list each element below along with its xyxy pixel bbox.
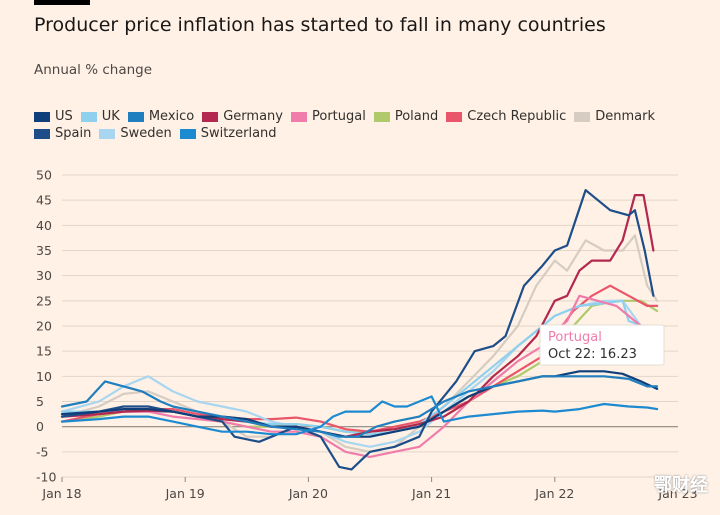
legend-swatch: [34, 128, 50, 139]
legend-swatch: [202, 111, 219, 122]
y-tick-label: -10: [36, 470, 56, 485]
y-tick-label: 15: [36, 344, 52, 359]
legend-item: Czech Republic: [446, 109, 566, 124]
y-tick-label: 30: [36, 268, 52, 283]
legend-item: UK: [80, 109, 120, 124]
x-tick-label: Jan 23: [657, 486, 697, 501]
legend-item: Mexico: [127, 109, 195, 124]
brand-bar: [34, 0, 90, 5]
legend-item: Sweden: [99, 126, 172, 141]
legend-item: Switzerland: [179, 126, 277, 141]
legend-label: Czech Republic: [467, 109, 567, 124]
y-tick-label: 45: [36, 193, 52, 208]
x-tick-label: Jan 20: [288, 486, 328, 501]
y-tick-label: 40: [36, 218, 52, 233]
tooltip-series: Portugal: [548, 330, 602, 345]
y-tick-label: 35: [36, 243, 52, 258]
legend-item: Germany: [202, 109, 283, 124]
series-line-mexico: [60, 375, 659, 438]
legend-row-1: US UK Mexico Germany Portugal Poland Cze…: [34, 108, 694, 125]
chart-subtitle: Annual % change: [34, 62, 153, 78]
tooltip-box: [539, 324, 665, 366]
legend-label: Mexico: [148, 109, 195, 124]
legend-swatch: [99, 128, 116, 139]
legend-label: Spain: [55, 126, 92, 141]
x-tick-label: Jan 19: [165, 486, 205, 501]
x-tick-label: Jan 21: [411, 486, 451, 501]
series-line-czech-republic: [60, 284, 659, 433]
legend: US UK Mexico Germany Portugal Poland Cze…: [34, 108, 694, 142]
legend-item: Portugal: [291, 109, 366, 124]
legend-item: Poland: [373, 109, 439, 124]
legend-label: Portugal: [312, 109, 366, 124]
legend-swatch: [373, 111, 390, 122]
y-tick-label: 50: [36, 168, 52, 183]
legend-swatch: [127, 111, 144, 122]
series-line-portugal: [60, 294, 659, 458]
legend-label: Denmark: [595, 109, 655, 124]
watermark-text: 鄂财经: [654, 475, 708, 496]
y-tick-label: 0: [36, 419, 44, 434]
legend-swatch: [291, 111, 307, 122]
legend-label: Sweden: [120, 126, 172, 141]
legend-swatch: [34, 111, 50, 122]
legend-item: US: [34, 109, 73, 124]
y-tick-label: 25: [36, 293, 52, 308]
legend-label: Poland: [394, 109, 439, 124]
x-tick-label: Jan 22: [534, 486, 574, 501]
chart-title: Producer price inflation has started to …: [34, 14, 606, 36]
x-tick-label: Jan 18: [41, 486, 81, 501]
y-tick-label: 10: [36, 369, 52, 384]
series-line-us: [60, 370, 659, 438]
legend-item: Spain: [34, 126, 91, 141]
legend-row-2: Spain Sweden Switzerland: [34, 125, 694, 142]
legend-label: Switzerland: [200, 126, 277, 141]
y-tick-label: 20: [36, 319, 52, 334]
legend-swatch: [446, 111, 463, 122]
tooltip-value: Oct 22: 16.23: [548, 347, 637, 362]
legend-label: US: [55, 109, 73, 124]
legend-swatch: [574, 111, 591, 122]
series-line-germany: [60, 194, 655, 438]
series-line-switzerland: [60, 395, 659, 436]
y-tick-label: 5: [36, 394, 44, 409]
legend-label: UK: [101, 109, 120, 124]
legend-swatch: [80, 111, 97, 122]
y-tick-label: -5: [36, 444, 48, 459]
legend-label: Germany: [223, 109, 283, 124]
legend-swatch: [179, 128, 196, 139]
legend-item: Denmark: [574, 109, 655, 124]
